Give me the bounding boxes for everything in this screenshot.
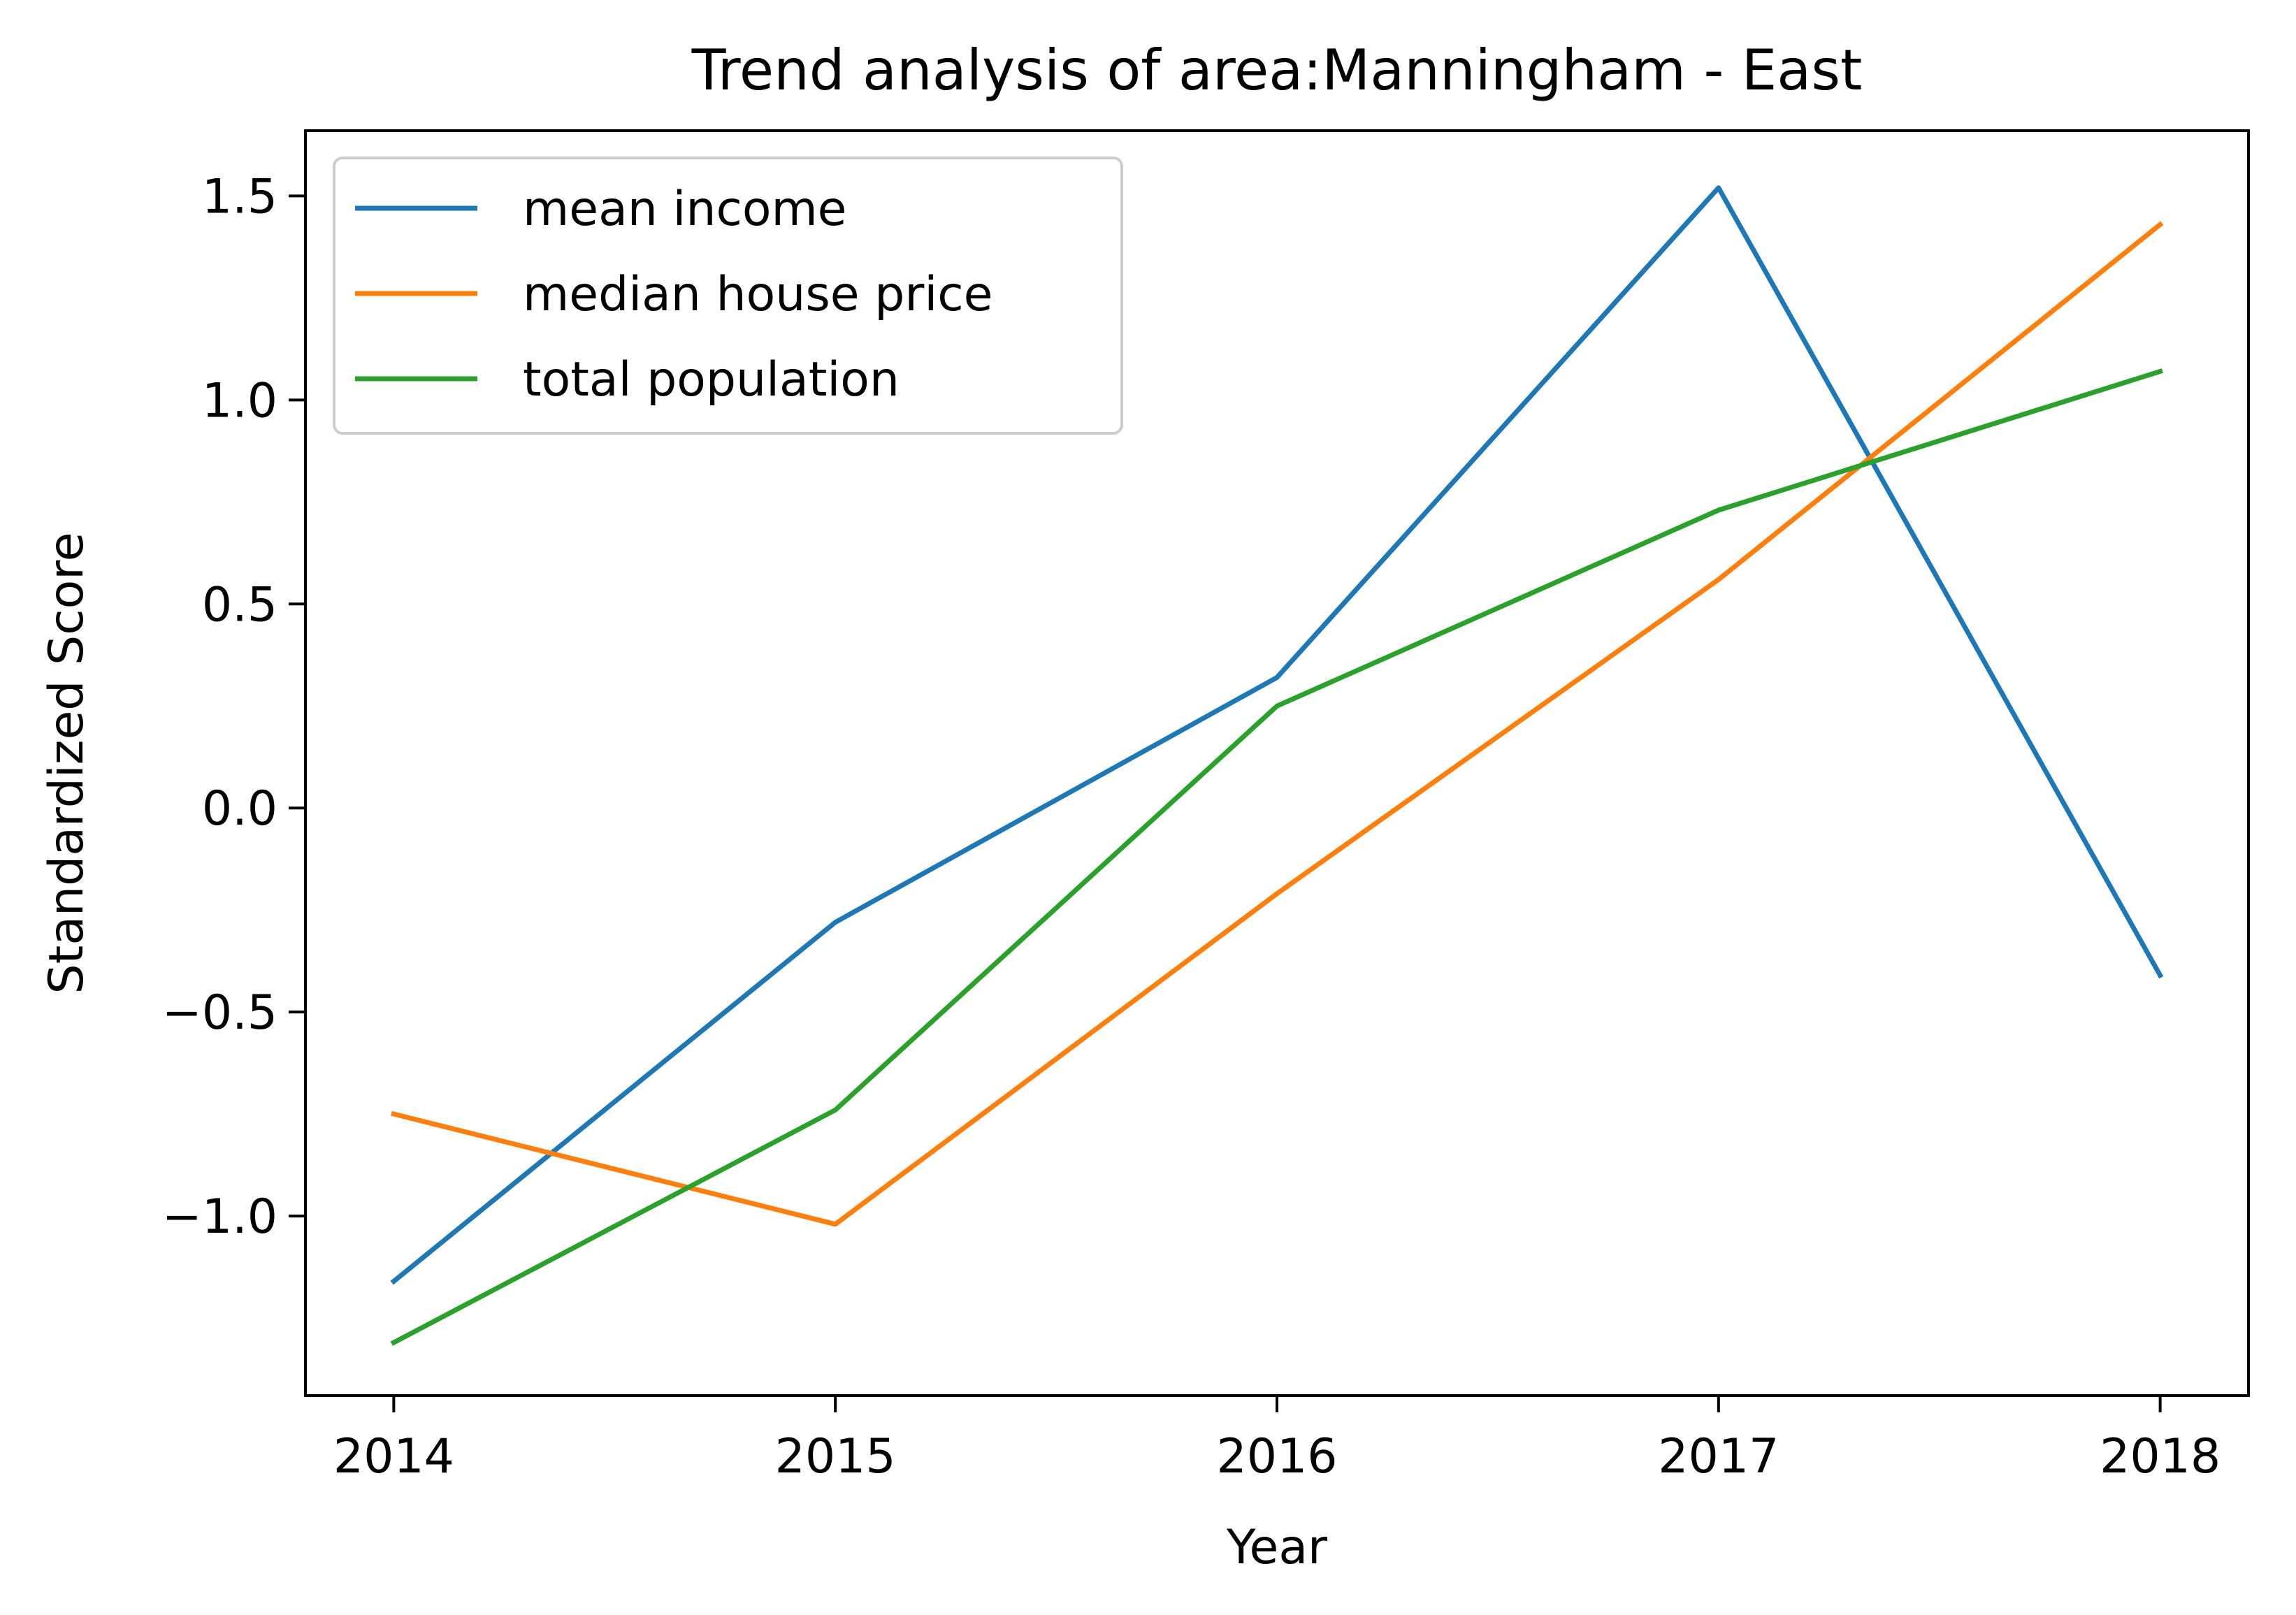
y-axis-label: Standardized Score <box>39 532 94 994</box>
legend-label-2: median house price <box>523 267 992 322</box>
plot-area <box>304 129 2250 1397</box>
x-axis-label: Year <box>1226 1520 1327 1575</box>
series-layer <box>390 185 2164 1346</box>
legend-box <box>333 157 1123 435</box>
y-tick-label: −1.0 <box>162 1189 277 1245</box>
x-tick-label: 2017 <box>1658 1429 1779 1484</box>
y-tick-label: 1.0 <box>202 373 277 428</box>
y-tick-label: 1.5 <box>202 169 277 224</box>
y-tick-label: 0.0 <box>202 781 277 837</box>
x-tick-label: 2015 <box>775 1429 896 1484</box>
series-line-3 <box>390 368 2163 1346</box>
legend-entries: mean income median house price total popul… <box>355 182 992 407</box>
chart-title: Trend analysis of area:Manningham - East <box>691 38 1863 103</box>
y-tick-label: −0.5 <box>162 985 277 1041</box>
series-line-1 <box>390 185 2164 1285</box>
legend-label-1: mean income <box>523 182 847 237</box>
x-tick-label: 2016 <box>1216 1429 1337 1484</box>
legend: mean income median house price total popul… <box>333 157 1123 435</box>
x-axis-ticks: 2014 2015 2016 2017 2018 <box>333 1396 2221 1484</box>
y-tick-label: 0.5 <box>202 577 277 632</box>
legend-label-3: total population <box>523 352 900 407</box>
y-axis-ticks: −1.0 −0.5 0.0 0.5 1.0 1.5 <box>162 169 305 1245</box>
x-tick-label: 2014 <box>333 1429 454 1484</box>
x-tick-label: 2018 <box>2100 1429 2221 1484</box>
